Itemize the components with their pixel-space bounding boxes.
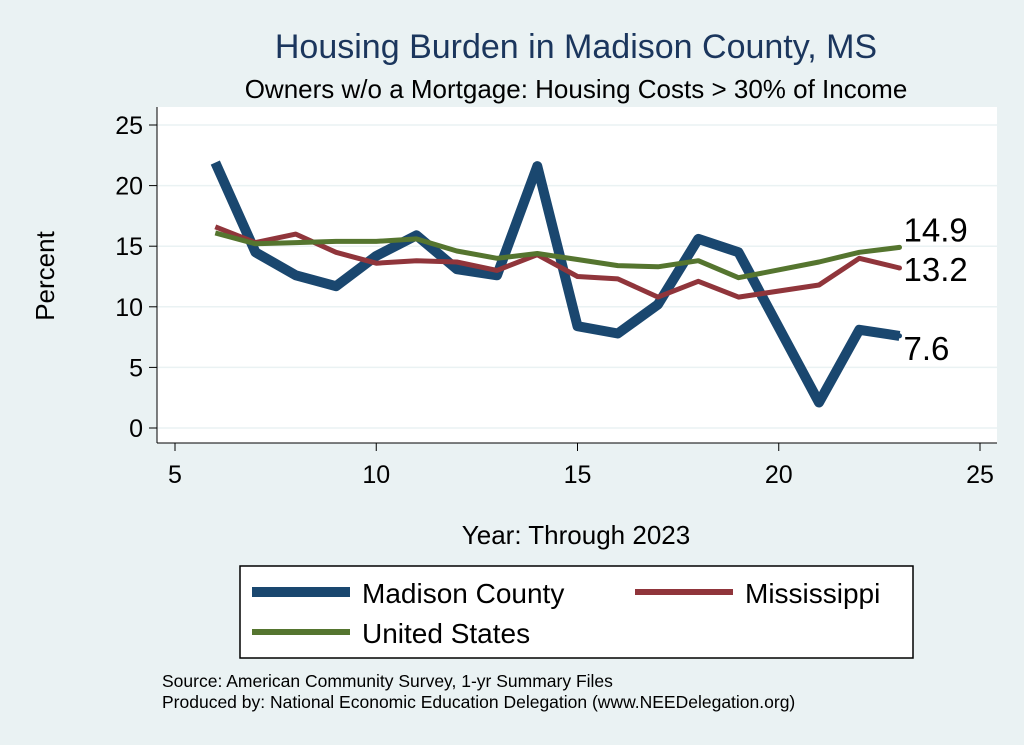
y-axis-title: Percent: [30, 230, 60, 320]
y-tick-label: 25: [115, 112, 143, 140]
x-tick-label: 10: [362, 461, 390, 489]
producer-note: Produced by: National Economic Education…: [162, 692, 795, 712]
x-tick-label: 5: [168, 461, 182, 489]
legend-label-madison-county: Madison County: [362, 578, 564, 609]
series-endpoint: [897, 244, 902, 250]
legend: Madison County Mississippi United States: [239, 565, 914, 659]
x-tick-label: 20: [765, 461, 793, 489]
series-line-madison-county: [210, 160, 901, 408]
end-label-united-states: 14.9: [904, 211, 968, 248]
source-note: Source: American Community Survey, 1-yr …: [162, 671, 613, 691]
series-line-united-states: [214, 230, 900, 281]
legend-label-united-states: United States: [362, 618, 530, 649]
x-tick-label: 15: [564, 461, 592, 489]
chart-subtitle: Owners w/o a Mortgage: Housing Costs > 3…: [245, 74, 908, 104]
end-label-madison-county: 7.6: [904, 330, 950, 367]
end-label-mississippi: 13.2: [904, 251, 968, 288]
series-endpoint: [897, 333, 902, 339]
legend-label-mississippi: Mississippi: [745, 578, 880, 609]
y-tick-label: 20: [115, 173, 143, 201]
chart-title: Housing Burden in Madison County, MS: [275, 28, 877, 66]
series-lines: [210, 160, 902, 408]
y-tick-label: 5: [129, 354, 143, 382]
y-tick-label: 10: [115, 294, 143, 322]
legend-box: [239, 565, 914, 659]
y-tick-label: 15: [115, 233, 143, 261]
x-axis-title: Year: Through 2023: [462, 520, 690, 550]
end-labels: 7.6 13.214.9: [904, 211, 968, 366]
series-endpoint: [897, 265, 902, 271]
x-tick-label: 25: [966, 461, 994, 489]
y-tick-label: 0: [129, 415, 143, 443]
